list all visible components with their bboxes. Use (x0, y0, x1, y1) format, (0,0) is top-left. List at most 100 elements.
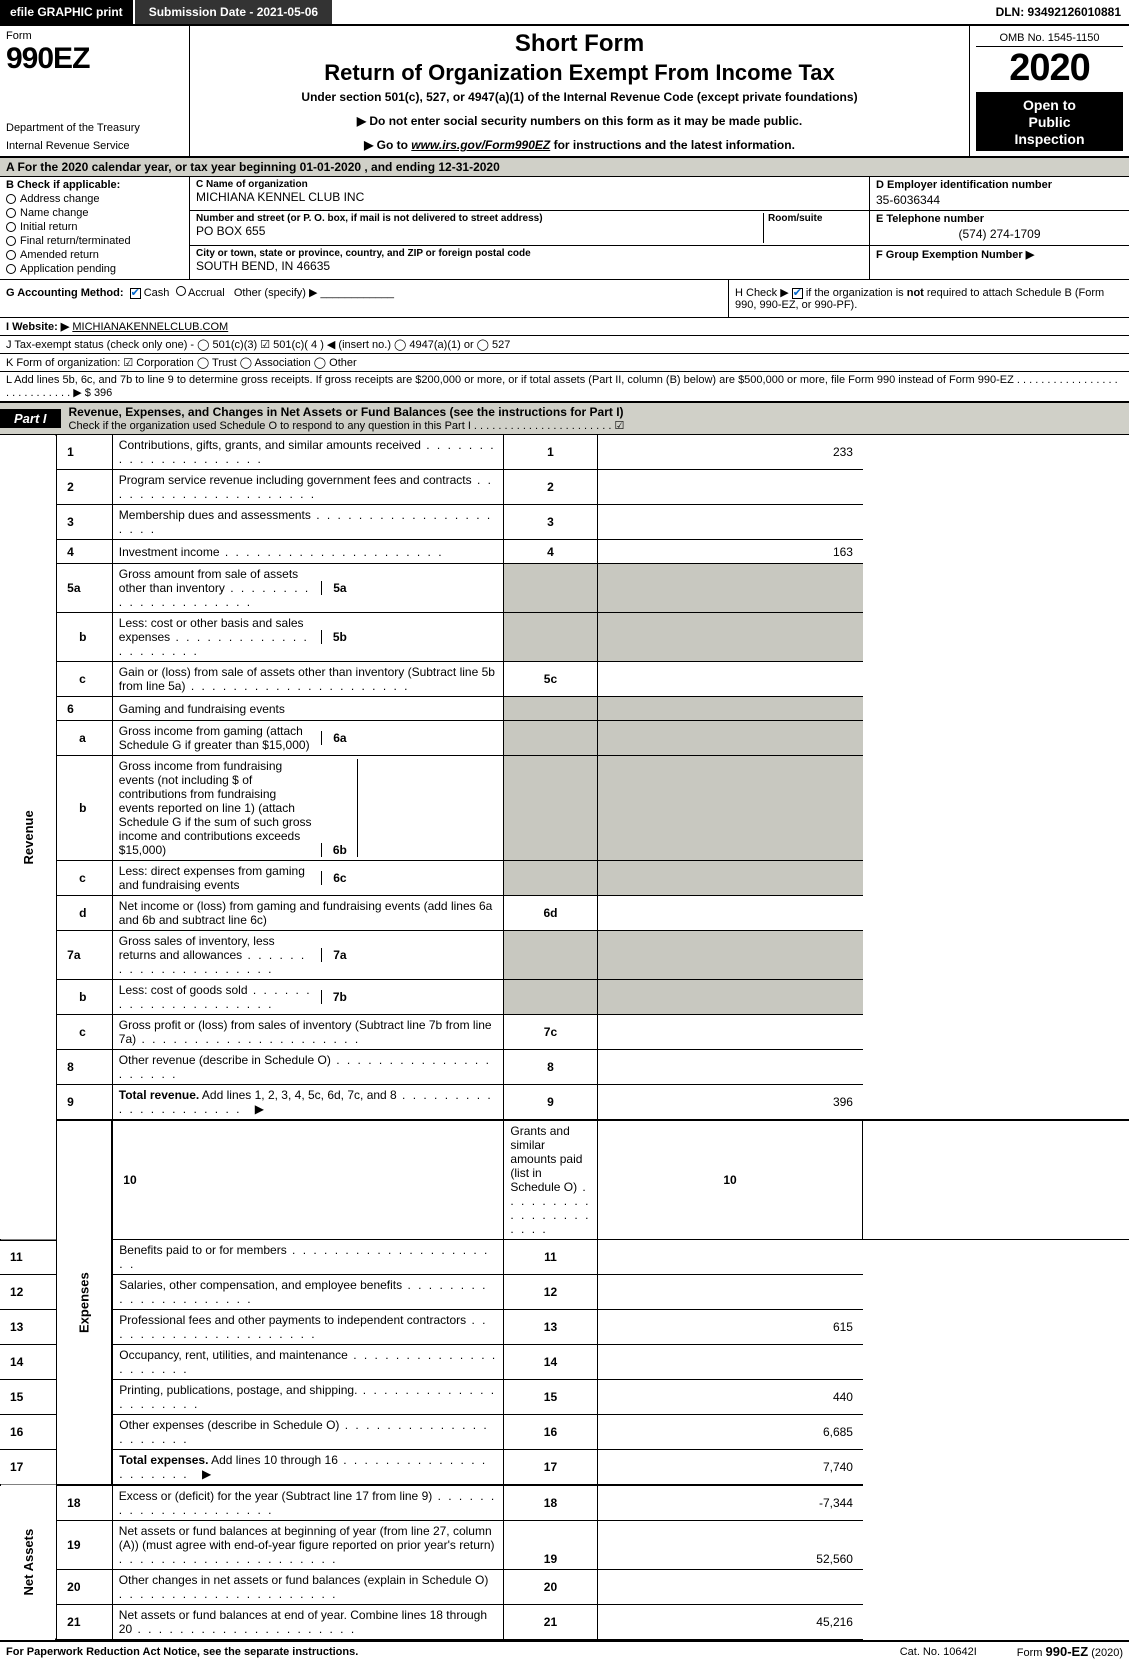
desc-text: Program service revenue including govern… (119, 473, 493, 501)
line-ref: 5c (504, 662, 597, 697)
line-num: a (56, 721, 112, 756)
desc-text: Gain or (loss) from sale of assets other… (119, 665, 495, 693)
line-amount: 615 (597, 1310, 863, 1345)
org-name-value: MICHIANA KENNEL CLUB INC (196, 190, 863, 204)
line-desc: Gross sales of inventory, less returns a… (112, 931, 504, 980)
cash-checkbox[interactable] (130, 288, 141, 299)
row-gh: G Accounting Method: Cash Accrual Other … (0, 280, 1129, 318)
website-value[interactable]: MICHIANAKENNELCLUB.COM (72, 321, 228, 333)
line-desc: Investment income (112, 540, 504, 564)
form-number: 990EZ (6, 42, 183, 76)
gross-receipts-row: L Add lines 5b, 6c, and 7b to line 9 to … (0, 372, 1129, 403)
form-ref-suffix: (2020) (1088, 1647, 1123, 1659)
desc-text: Excess or (deficit) for the year (Subtra… (119, 1489, 496, 1517)
form-ref-prefix: Form (1017, 1647, 1046, 1659)
line-5b: b Less: cost or other basis and sales ex… (0, 613, 1129, 662)
line-num: 15 (0, 1380, 56, 1415)
part-1-header: Part I Revenue, Expenses, and Changes in… (0, 403, 1129, 435)
line-desc: Program service revenue including govern… (112, 470, 504, 505)
line-desc: Total expenses. Add lines 10 through 16 … (112, 1450, 504, 1486)
circle-icon (6, 236, 16, 246)
desc-text: Contributions, gifts, grants, and simila… (119, 438, 496, 466)
line-amount (597, 662, 863, 697)
line-19: 19 Net assets or fund balances at beginn… (0, 1521, 1129, 1570)
section-c: C Name of organization MICHIANA KENNEL C… (190, 177, 869, 279)
line-ref: 3 (504, 505, 597, 540)
line-ref-shade (504, 613, 597, 662)
line-ref: 8 (504, 1050, 597, 1085)
chk-final-return[interactable]: Final return/terminated (6, 235, 183, 247)
desc-text: Other expenses (describe in Schedule O) (119, 1418, 488, 1446)
line-amount (597, 1050, 863, 1085)
line-desc: Membership dues and assessments (112, 505, 504, 540)
chk-amended-return[interactable]: Amended return (6, 249, 183, 261)
line-ref: 16 (504, 1415, 597, 1450)
group-exemption-row: F Group Exemption Number ▶ (870, 246, 1129, 279)
line-ref: 14 (504, 1345, 597, 1380)
inner-ref: 7b (321, 990, 357, 1004)
desc-text: Less: cost of goods sold (119, 983, 314, 1011)
line-num: b (56, 756, 112, 861)
line-num: 19 (56, 1521, 112, 1570)
line-num: 6 (56, 697, 112, 721)
accrual-circle[interactable] (176, 286, 186, 296)
desc-text: Professional fees and other payments to … (119, 1313, 487, 1341)
form-of-org-row: K Form of organization: ☑ Corporation ◯ … (0, 354, 1129, 372)
line-1: Revenue 1 Contributions, gifts, grants, … (0, 435, 1129, 470)
header-right: OMB No. 1545-1150 2020 Open to Public In… (969, 26, 1129, 156)
line-num: 12 (0, 1275, 56, 1310)
chk-label: Amended return (20, 249, 99, 261)
line-num: 13 (0, 1310, 56, 1345)
line-ref-shade (504, 697, 597, 721)
part-1-sub: Check if the organization used Schedule … (69, 419, 1121, 432)
desc-text: Occupancy, rent, utilities, and maintena… (119, 1348, 497, 1376)
h-checkbox[interactable] (792, 288, 803, 299)
chk-label: Initial return (20, 221, 77, 233)
line-num: 17 (0, 1450, 56, 1486)
line-amount: 440 (597, 1380, 863, 1415)
chk-initial-return[interactable]: Initial return (6, 221, 183, 233)
line-18: Net Assets 18 Excess or (deficit) for th… (0, 1485, 1129, 1521)
desc-text: Gross income from gaming (attach Schedul… (119, 724, 314, 752)
phone-row: E Telephone number (574) 274-1709 (870, 211, 1129, 245)
chk-name-change[interactable]: Name change (6, 207, 183, 219)
org-city-row: City or town, state or province, country… (190, 246, 869, 279)
line-desc: Net assets or fund balances at beginning… (112, 1521, 504, 1570)
desc-text: Investment income (119, 545, 444, 559)
irs-label: Internal Revenue Service (6, 140, 183, 152)
phone-value: (574) 274-1709 (876, 227, 1123, 241)
irs-link[interactable]: www.irs.gov/Form990EZ (411, 138, 550, 152)
line-num: b (56, 613, 112, 662)
line-ref: 6d (504, 896, 597, 931)
line-desc: Net income or (loss) from gaming and fun… (112, 896, 504, 931)
chk-address-change[interactable]: Address change (6, 193, 183, 205)
row-a-tax-year: A For the 2020 calendar year, or tax yea… (0, 158, 1129, 177)
other-label: Other (specify) ▶ (234, 287, 318, 299)
line-num: c (56, 1015, 112, 1050)
line-amount (597, 1345, 863, 1380)
desc-text: Grants and similar amounts paid (list in… (510, 1124, 590, 1236)
part-1-title-block: Revenue, Expenses, and Changes in Net As… (61, 403, 1129, 434)
line-amount: -7,344 (597, 1485, 863, 1521)
line-amount-shade (597, 931, 863, 980)
line-amount: 163 (597, 540, 863, 564)
line-num: 16 (0, 1415, 56, 1450)
line-amount (863, 1120, 1129, 1240)
line-ref: 1 (504, 435, 597, 470)
line-num: 21 (56, 1605, 112, 1640)
line-desc: Gross income from fundraising events (no… (112, 756, 504, 861)
line-15: 15 Printing, publications, postage, and … (0, 1380, 1129, 1415)
chk-application-pending[interactable]: Application pending (6, 263, 183, 275)
line-amount-shade (597, 613, 863, 662)
efile-label: efile GRAPHIC print (0, 0, 133, 24)
phone-label: E Telephone number (876, 213, 1123, 225)
revenue-sidelabel: Revenue (0, 435, 56, 1240)
org-name-label: C Name of organization (196, 179, 863, 190)
row-l-amount: 396 (94, 387, 112, 399)
line-amount: 6,685 (597, 1415, 863, 1450)
desc-text: Salaries, other compensation, and employ… (119, 1278, 487, 1306)
desc-text: Gross income from fundraising events (no… (119, 759, 314, 857)
line-6d: d Net income or (loss) from gaming and f… (0, 896, 1129, 931)
org-addr-row: Number and street (or P. O. box, if mail… (190, 211, 869, 245)
line-amount (597, 1240, 863, 1275)
